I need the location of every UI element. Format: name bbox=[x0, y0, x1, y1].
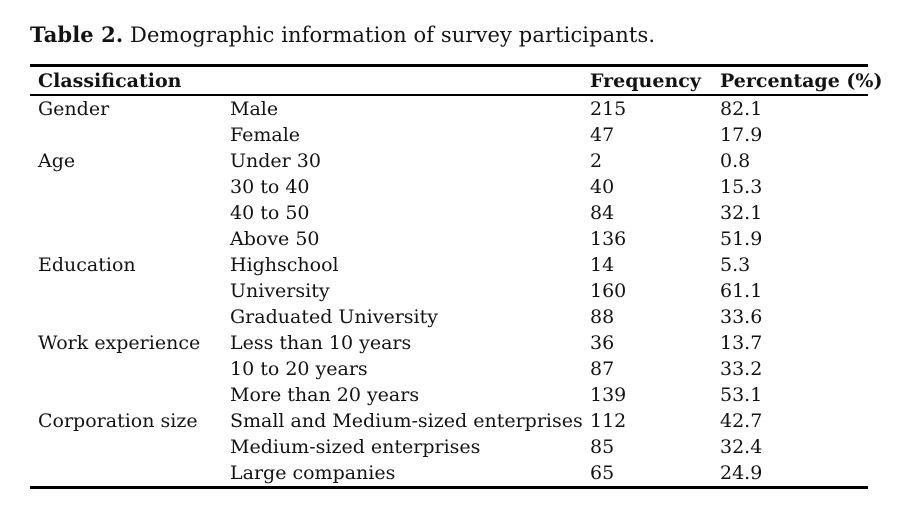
cell-classification: Gender bbox=[38, 98, 110, 120]
table-body: Gender Male 215 82.1 Female 47 17.9 Age Under 30… bbox=[30, 95, 868, 488]
cell-classification bbox=[30, 278, 222, 304]
table-caption-text: Demographic information of survey partic… bbox=[123, 23, 656, 47]
cell-category: Female bbox=[230, 124, 301, 146]
table-row: University 160 61.1 bbox=[30, 278, 868, 304]
cell-percentage: 53.1 bbox=[720, 384, 763, 406]
cell-category: University bbox=[230, 280, 330, 302]
cell-category: Above 50 bbox=[230, 228, 320, 250]
table-row: Age Under 30 2 0.8 bbox=[30, 148, 868, 174]
header-frequency: Frequency bbox=[590, 70, 701, 92]
cell-classification: Age bbox=[38, 150, 76, 172]
cell-frequency: 14 bbox=[590, 254, 615, 276]
cell-classification bbox=[30, 174, 222, 200]
cell-category: Medium-sized enterprises bbox=[230, 436, 481, 458]
cell-category: Highschool bbox=[230, 254, 339, 276]
table-header: Classification Frequency Percentage (%) bbox=[30, 66, 883, 95]
cell-frequency: 136 bbox=[590, 228, 627, 250]
cell-frequency: 139 bbox=[590, 384, 627, 406]
cell-classification bbox=[30, 460, 222, 488]
table-row: Medium-sized enterprises 85 32.4 bbox=[30, 434, 868, 460]
cell-classification bbox=[30, 304, 222, 330]
cell-frequency: 112 bbox=[590, 410, 627, 432]
table-row: More than 20 years 139 53.1 bbox=[30, 382, 868, 408]
table-row: Education Highschool 14 5.3 bbox=[30, 252, 868, 278]
cell-percentage: 42.7 bbox=[720, 410, 763, 432]
cell-percentage: 17.9 bbox=[720, 124, 763, 146]
cell-classification bbox=[30, 200, 222, 226]
table-caption-label: Table 2. bbox=[30, 22, 124, 47]
cell-percentage: 32.4 bbox=[720, 436, 763, 458]
cell-percentage: 82.1 bbox=[720, 98, 763, 120]
cell-percentage: 5.3 bbox=[720, 254, 751, 276]
cell-category: Large companies bbox=[230, 462, 396, 484]
cell-category: 10 to 20 years bbox=[230, 358, 368, 380]
cell-classification: Corporation size bbox=[38, 410, 198, 432]
cell-category: More than 20 years bbox=[230, 384, 420, 406]
cell-category: Under 30 bbox=[230, 150, 321, 172]
cell-frequency: 2 bbox=[590, 150, 603, 172]
cell-classification bbox=[30, 226, 222, 252]
cell-category: Male bbox=[230, 98, 279, 120]
cell-classification bbox=[30, 434, 222, 460]
table-row: 10 to 20 years 87 33.2 bbox=[30, 356, 868, 382]
table-row: Corporation size Small and Medium-sized e… bbox=[30, 408, 868, 434]
table-row: 30 to 40 40 15.3 bbox=[30, 174, 868, 200]
table-row: 40 to 50 84 32.1 bbox=[30, 200, 868, 226]
cell-category: Graduated University bbox=[230, 306, 438, 328]
cell-percentage: 61.1 bbox=[720, 280, 763, 302]
cell-frequency: 84 bbox=[590, 202, 615, 224]
cell-frequency: 87 bbox=[590, 358, 615, 380]
cell-frequency: 47 bbox=[590, 124, 615, 146]
header-row: Classification Frequency Percentage (%) bbox=[30, 66, 883, 95]
cell-classification bbox=[30, 382, 222, 408]
cell-category: 40 to 50 bbox=[230, 202, 310, 224]
cell-frequency: 40 bbox=[590, 176, 615, 198]
cell-classification: Education bbox=[38, 254, 136, 276]
table-row: Female 47 17.9 bbox=[30, 122, 868, 148]
cell-percentage: 0.8 bbox=[720, 150, 751, 172]
cell-category: 30 to 40 bbox=[230, 176, 310, 198]
table-caption: Table 2. Demographic information of surv… bbox=[30, 22, 868, 48]
header-percentage: Percentage (%) bbox=[720, 70, 883, 92]
header-classification: Classification bbox=[38, 70, 182, 92]
cell-classification bbox=[30, 122, 222, 148]
demographics-table: Classification Frequency Percentage (%) … bbox=[30, 64, 883, 489]
table-row: Large companies 65 24.9 bbox=[30, 460, 868, 488]
table-row: Gender Male 215 82.1 bbox=[30, 95, 868, 122]
cell-percentage: 24.9 bbox=[720, 462, 763, 484]
cell-classification: Work experience bbox=[38, 332, 201, 354]
table-row: Above 50 136 51.9 bbox=[30, 226, 868, 252]
cell-frequency: 85 bbox=[590, 436, 615, 458]
cell-category: Small and Medium-sized enterprises bbox=[230, 410, 582, 432]
cell-frequency: 65 bbox=[590, 462, 615, 484]
cell-percentage: 33.2 bbox=[720, 358, 763, 380]
cell-percentage: 33.6 bbox=[720, 306, 763, 328]
cell-frequency: 215 bbox=[590, 98, 627, 120]
cell-percentage: 15.3 bbox=[720, 176, 763, 198]
table-row: Graduated University 88 33.6 bbox=[30, 304, 868, 330]
cell-percentage: 13.7 bbox=[720, 332, 763, 354]
cell-frequency: 36 bbox=[590, 332, 615, 354]
cell-classification bbox=[30, 356, 222, 382]
cell-percentage: 32.1 bbox=[720, 202, 763, 224]
cell-percentage: 51.9 bbox=[720, 228, 763, 250]
cell-frequency: 160 bbox=[590, 280, 627, 302]
cell-category: Less than 10 years bbox=[230, 332, 412, 354]
cell-frequency: 88 bbox=[590, 306, 615, 328]
table-row: Work experience Less than 10 years 36 13.7 bbox=[30, 330, 868, 356]
